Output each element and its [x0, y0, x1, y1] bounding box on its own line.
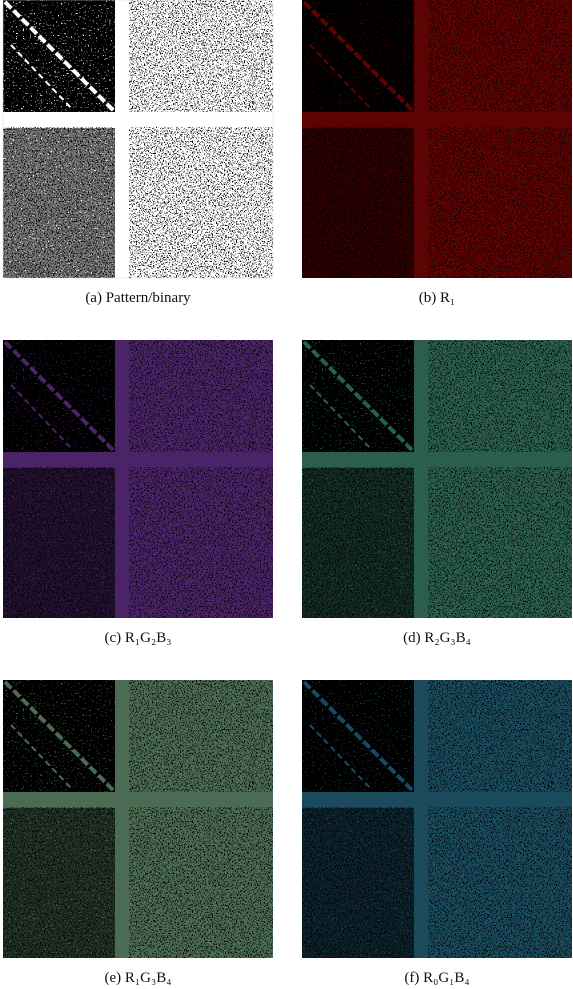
- panel-caption: (a) Pattern/binary: [85, 290, 191, 306]
- matrix-panel: [302, 340, 572, 618]
- panel-caption: (c) R₁G₂B₃: [105, 630, 172, 646]
- matrix-panel: [3, 680, 273, 958]
- matrix-band: [302, 792, 572, 807]
- matrix-dense-block: [302, 808, 414, 958]
- matrix-band: [115, 680, 129, 958]
- matrix-band: [302, 112, 572, 127]
- panel-caption: (e) R₁G₃B₄: [105, 970, 172, 986]
- matrix-band: [115, 340, 129, 618]
- matrix-dense-block: [302, 128, 414, 278]
- matrix-dense-block: [302, 468, 414, 618]
- matrix-panel: [3, 340, 273, 618]
- matrix-band: [115, 0, 129, 278]
- matrix-dense-block: [3, 808, 115, 958]
- matrix-band: [3, 792, 273, 807]
- figure: (a) Pattern/binary (b) R₁ (c) R₁G₂B₃ (d) R₂…: [0, 0, 573, 989]
- matrix-band: [3, 452, 273, 467]
- matrix-band: [414, 0, 428, 278]
- matrix-panel: [302, 680, 572, 958]
- panel-caption: (d) R₂G₃B₄: [403, 630, 471, 646]
- matrix-panel: [3, 0, 273, 278]
- panel-caption: (b) R₁: [419, 290, 455, 306]
- matrix-panel: [302, 0, 572, 278]
- matrix-band: [414, 680, 428, 958]
- panel-caption: (f) R₀G₁B₄: [404, 970, 469, 986]
- matrix-dense-block: [3, 128, 115, 278]
- matrix-dense-block: [3, 468, 115, 618]
- matrix-band: [302, 452, 572, 467]
- matrix-band: [3, 112, 273, 127]
- matrix-band: [414, 340, 428, 618]
